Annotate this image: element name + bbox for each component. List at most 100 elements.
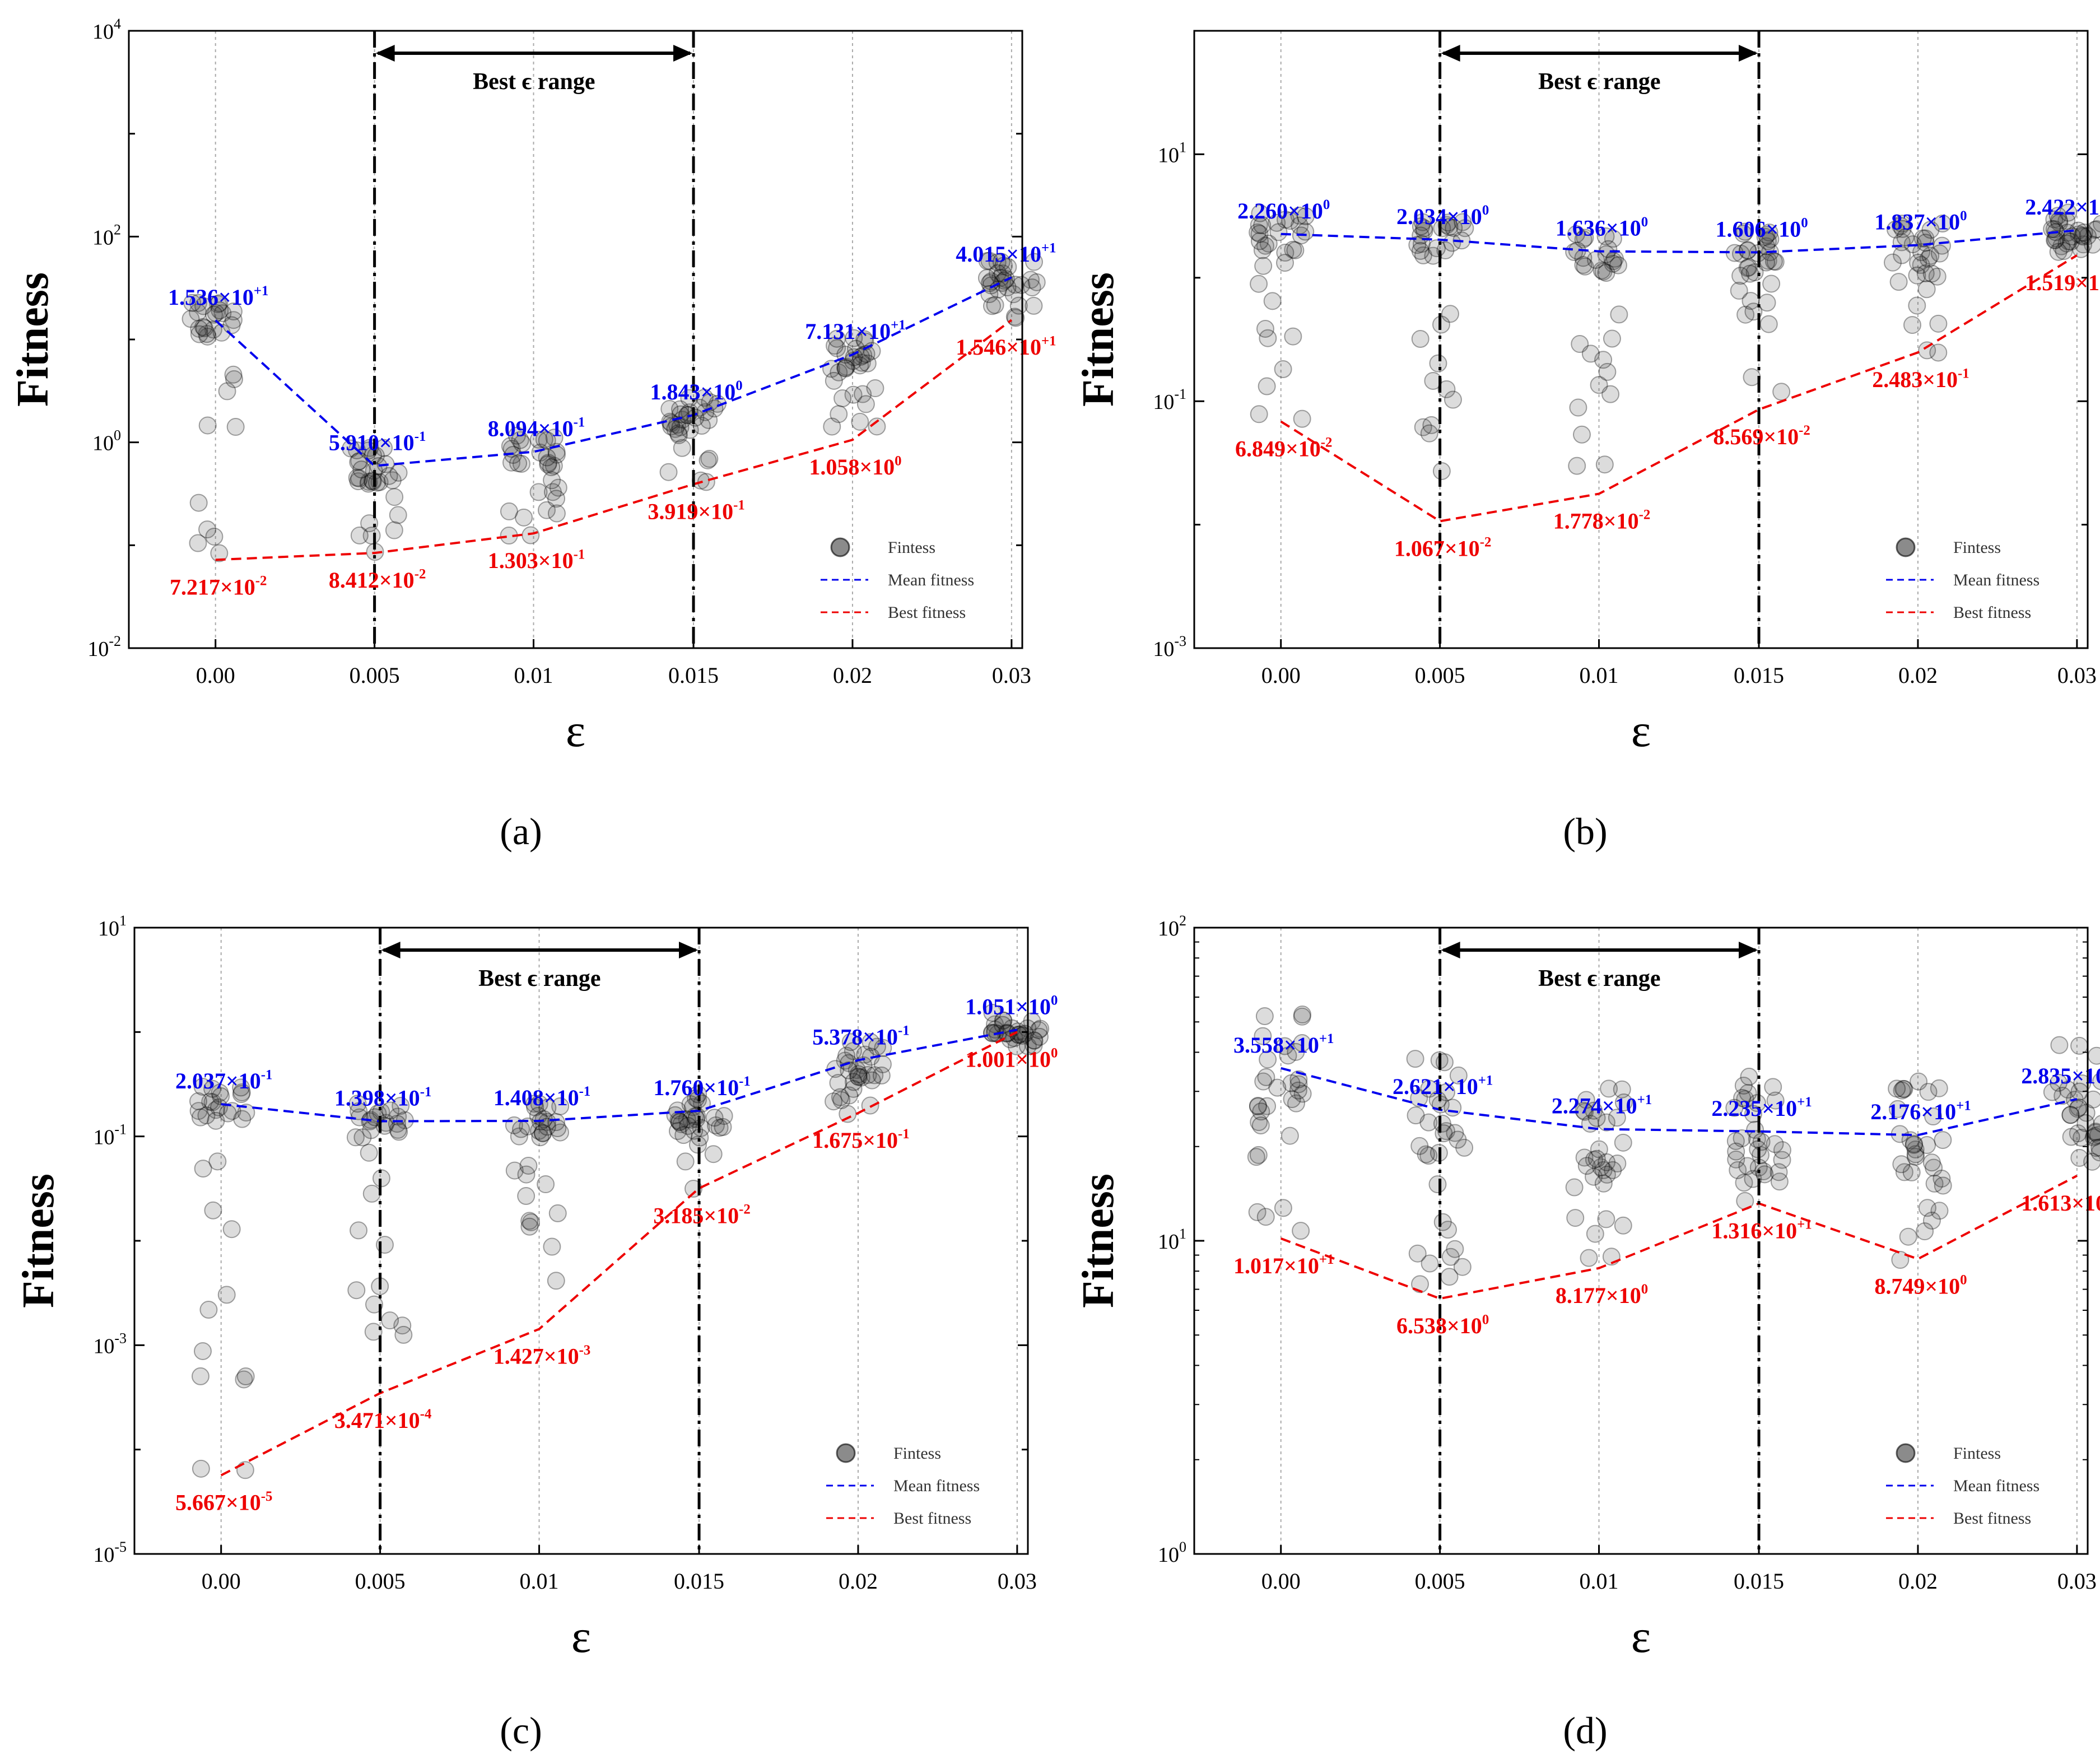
y-axis-label: Fitness bbox=[14, 1174, 63, 1308]
fitness-point bbox=[226, 418, 245, 436]
fitness-point bbox=[1913, 229, 1932, 248]
fitness-point bbox=[1902, 1163, 1921, 1181]
fitness-point bbox=[1250, 1113, 1268, 1132]
fitness-point bbox=[192, 1459, 210, 1478]
fitness-point bbox=[1248, 1203, 1266, 1221]
fitness-point bbox=[543, 483, 562, 501]
fitness-point bbox=[1263, 292, 1282, 310]
fitness-point bbox=[1608, 1109, 1626, 1127]
fitness-point bbox=[2073, 1074, 2092, 1093]
fitness-point bbox=[2061, 1106, 2080, 1124]
fitness-point bbox=[350, 526, 369, 544]
fitness-point bbox=[189, 534, 207, 552]
fitness-point bbox=[1928, 267, 1947, 286]
fitness-point bbox=[1614, 1093, 1633, 1112]
fitness-point bbox=[1433, 1114, 1451, 1133]
fitness-point bbox=[1892, 1155, 1911, 1174]
fitness-point bbox=[2061, 1106, 2080, 1124]
fitness-point bbox=[1572, 425, 1591, 444]
fitness-point bbox=[980, 285, 999, 304]
fitness-point bbox=[1754, 1162, 1773, 1180]
fitness-point bbox=[1289, 1081, 1307, 1100]
fitness-point bbox=[1428, 1175, 1447, 1194]
fitness-point bbox=[1577, 1157, 1596, 1175]
fitness-point bbox=[198, 416, 217, 435]
fitness-point bbox=[1761, 230, 1780, 248]
fitness-point bbox=[1886, 220, 1905, 239]
fitness-point bbox=[1751, 1146, 1770, 1164]
fitness-point bbox=[530, 1095, 548, 1113]
fitness-point bbox=[348, 468, 366, 487]
fitness-point bbox=[831, 1088, 849, 1106]
fitness-point bbox=[1604, 254, 1622, 273]
fitness-point bbox=[511, 431, 529, 449]
fitness-point bbox=[1744, 1105, 1762, 1123]
fitness-point bbox=[1251, 1116, 1270, 1135]
fitness-point bbox=[1895, 1080, 1913, 1099]
fitness-point bbox=[986, 296, 1004, 314]
best-range-arrowhead bbox=[1739, 45, 1758, 62]
fitness-point bbox=[385, 521, 403, 539]
fitness-point bbox=[1575, 1148, 1594, 1167]
fitness-point bbox=[512, 454, 530, 473]
x-tick-label: 0.01 bbox=[1580, 663, 1619, 688]
fitness-point bbox=[222, 316, 241, 334]
fitness-point bbox=[362, 1184, 381, 1203]
fitness-point bbox=[2050, 213, 2069, 232]
fitness-point bbox=[1730, 281, 1748, 300]
fitness-point bbox=[1772, 383, 1791, 401]
fitness-point bbox=[2072, 240, 2090, 258]
fitness-point bbox=[1566, 1209, 1585, 1227]
fitness-point bbox=[201, 1092, 220, 1111]
fitness-point bbox=[203, 1079, 222, 1098]
fitness-point bbox=[994, 1011, 1013, 1030]
x-tick-label: 0.02 bbox=[1898, 1568, 1938, 1594]
fitness-point bbox=[853, 353, 871, 372]
best-value-label: 6.538×100 bbox=[1396, 1312, 1489, 1338]
fitness-point bbox=[992, 253, 1011, 271]
fitness-point bbox=[837, 357, 855, 376]
fitness-point bbox=[1924, 1107, 1943, 1126]
fitness-point bbox=[678, 1110, 696, 1129]
fitness-point bbox=[874, 1039, 892, 1057]
mean-value-label: 2.176×10+1 bbox=[1870, 1098, 1971, 1124]
y-tick-label: 101 bbox=[1158, 139, 1186, 167]
fitness-point bbox=[1889, 273, 1908, 291]
fitness-point bbox=[868, 1037, 886, 1056]
fitness-point bbox=[1929, 343, 1948, 362]
fitness-point bbox=[538, 501, 556, 519]
y-tick-label: 102 bbox=[1158, 913, 1186, 941]
fitness-point bbox=[1281, 1127, 1299, 1145]
fitness-point bbox=[2050, 211, 2068, 230]
fitness-point bbox=[1934, 1176, 1952, 1195]
x-tick-label: 0.01 bbox=[514, 663, 553, 688]
fitness-point bbox=[1421, 1254, 1439, 1273]
fitness-point bbox=[1744, 1170, 1762, 1188]
fitness-point bbox=[543, 471, 561, 490]
fitness-point bbox=[1296, 207, 1315, 226]
x-tick-label: 0.02 bbox=[833, 663, 872, 688]
fitness-point bbox=[1598, 1165, 1616, 1184]
x-tick-label: 0.015 bbox=[674, 1568, 724, 1594]
fitness-point bbox=[1258, 1097, 1277, 1115]
fitness-point bbox=[1922, 264, 1941, 283]
fitness-point bbox=[515, 508, 533, 527]
best-value-label: 8.749×100 bbox=[1874, 1273, 1967, 1299]
fitness-point bbox=[543, 1237, 561, 1256]
fitness-point bbox=[1764, 252, 1783, 271]
legend-label: Fintess bbox=[1953, 1444, 2001, 1463]
x-tick-label: 0.01 bbox=[1580, 1568, 1619, 1594]
fitness-point bbox=[521, 526, 540, 544]
fitness-point bbox=[1253, 241, 1272, 259]
fitness-point bbox=[1410, 1137, 1429, 1155]
best-fitness-line bbox=[1281, 1175, 2078, 1300]
mean-fitness-line bbox=[215, 276, 1012, 467]
fitness-point bbox=[232, 1083, 251, 1101]
fitness-point bbox=[500, 502, 518, 520]
fitness-point bbox=[699, 451, 717, 469]
fitness-point bbox=[1908, 296, 1926, 315]
fitness-point bbox=[218, 382, 236, 401]
fitness-point bbox=[223, 1102, 241, 1120]
fitness-point bbox=[1453, 1258, 1472, 1276]
fitness-point bbox=[844, 1042, 862, 1060]
